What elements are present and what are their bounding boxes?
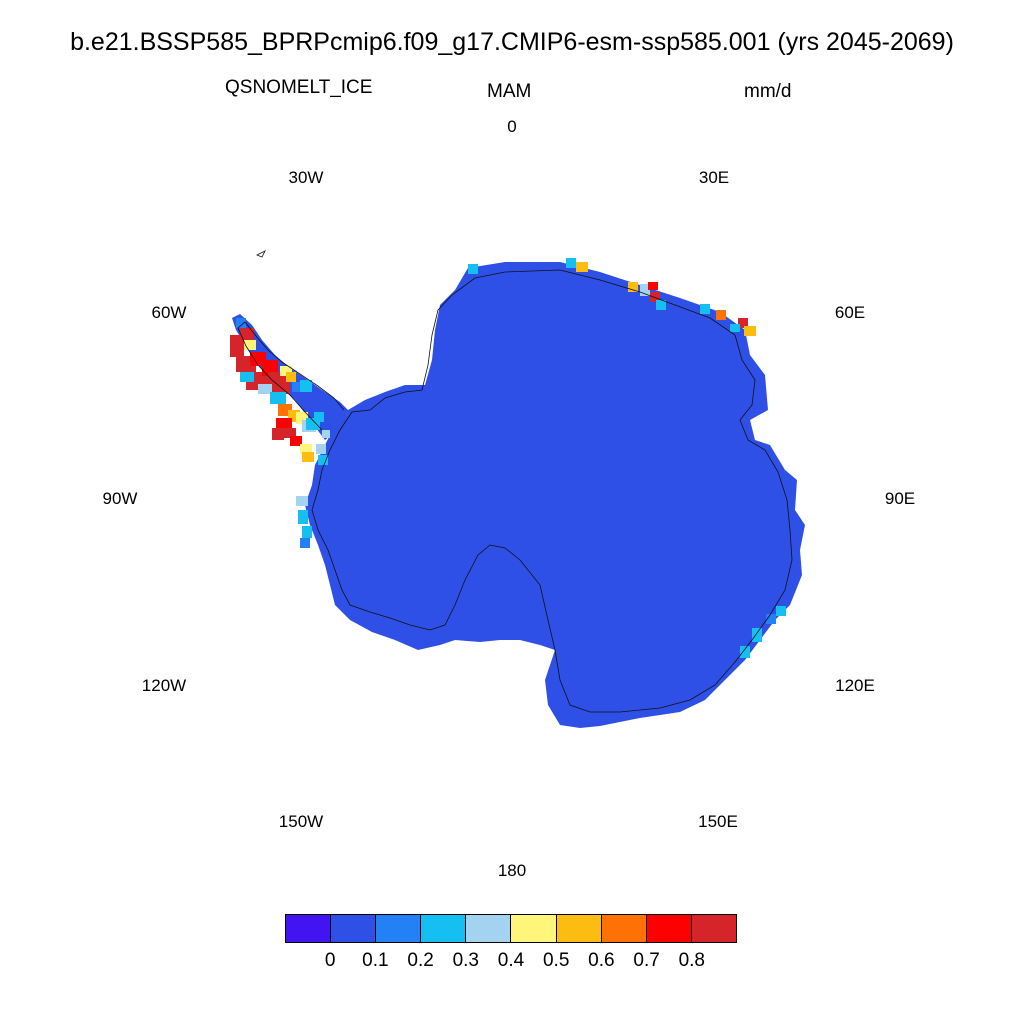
colorbar-label-4: 0.4 (497, 950, 525, 971)
lon-label-30e: 30E (698, 168, 730, 187)
colorbar-swatch-4 (466, 915, 512, 942)
lon-label-60w: 60W (151, 303, 187, 322)
pen-patches-cell-10 (286, 372, 296, 382)
colorbar (285, 914, 737, 943)
colorbar-label-8: 0.8 (678, 950, 706, 971)
coast-patches-cell-12 (776, 606, 786, 616)
colorbar-swatch-6 (556, 915, 602, 942)
pen-patches-cell-24 (300, 444, 312, 454)
pen-patches-cell-31 (296, 496, 308, 506)
pen-patches-cell-12 (258, 384, 272, 394)
variable-label: QSNOMELT_ICE (225, 77, 373, 98)
pen-patches-cell-27 (302, 452, 314, 462)
coast-patches-cell-11 (730, 324, 740, 332)
pen-patches-cell-8 (268, 372, 290, 394)
pen-patches-cell-34 (300, 538, 310, 548)
pen-patches-cell-14 (292, 382, 306, 392)
pen-patches-cell-9 (280, 366, 292, 376)
colorbar-label-3: 0.3 (452, 950, 480, 971)
coast-patches-cell-14 (752, 628, 762, 642)
coast-patches-cell-7 (700, 304, 710, 314)
pen-patches-cell-21 (284, 428, 296, 438)
coastal-melt-patches (468, 258, 786, 658)
colorbar-swatch-8 (646, 915, 692, 942)
colorbar-swatch-7 (601, 915, 647, 942)
plot-title: b.e21.BSSP585_BPRPcmip6.f09_g17.CMIP6-es… (70, 28, 954, 56)
colorbar-label-2: 0.2 (407, 950, 434, 971)
pen-patches-cell-18 (276, 418, 292, 428)
pen-patches-cell-3 (244, 340, 256, 350)
pen-patches-cell-28 (316, 444, 326, 454)
colorbar-swatch-3 (421, 915, 467, 942)
lon-label-60e: 60E (834, 303, 866, 322)
coast-patches-cell-8 (716, 310, 726, 320)
colorbar-swatch-0 (286, 915, 332, 942)
pen-patches-cell-23 (272, 428, 284, 440)
coast-patches-cell-0 (566, 258, 576, 268)
island-outline (256, 250, 266, 258)
peninsula-coastline (237, 321, 345, 431)
pen-patches-cell-0 (236, 318, 246, 328)
coast-patches-cell-16 (468, 264, 478, 274)
lon-label-0: 0 (507, 117, 517, 136)
pen-patches-cell-33 (302, 526, 312, 538)
lon-label-180: 180 (497, 861, 527, 880)
coastline (311, 269, 793, 713)
pen-patches-cell-30 (322, 430, 330, 438)
peninsula-melt-patches (230, 318, 330, 548)
colorbar-swatch-1 (331, 915, 377, 942)
season-label: MAM (487, 81, 532, 102)
coast-patches-cell-5 (650, 292, 660, 302)
lon-label-90e: 90E (884, 489, 916, 508)
pen-patches-cell-32 (298, 510, 308, 524)
colorbar-swatch-2 (376, 915, 422, 942)
coast-patches-cell-1 (576, 262, 588, 272)
lon-label-150e: 150E (698, 812, 738, 831)
coast-patches-cell-4 (648, 282, 658, 290)
antarctica-ice-sheet (305, 262, 805, 728)
coast-patches-cell-2 (628, 282, 638, 292)
coast-patches-cell-13 (766, 614, 776, 624)
pen-patches-cell-11 (240, 372, 254, 382)
colorbar-label-1: 0.1 (362, 950, 389, 971)
colorbar-swatch-5 (511, 915, 557, 942)
lon-label-90w: 90W (102, 489, 138, 508)
colorbar-label-0: 0 (324, 950, 336, 971)
units-label: mm/d (744, 81, 792, 102)
pen-patches-cell-26 (314, 412, 324, 422)
colorbar-label-5: 0.5 (542, 950, 570, 971)
lon-label-150w: 150W (278, 812, 324, 831)
coast-patches-cell-9 (738, 318, 748, 328)
coast-patches-cell-10 (744, 326, 756, 336)
colorbar-swatch-9 (691, 915, 736, 942)
colorbar-label-6: 0.6 (588, 950, 615, 971)
coast-patches-cell-15 (740, 646, 750, 658)
pen-patches-cell-22 (290, 436, 302, 446)
lon-label-120e: 120E (835, 676, 875, 695)
lon-label-30w: 30W (288, 168, 324, 187)
coast-patches-cell-6 (656, 300, 666, 310)
pen-patches-cell-15 (300, 380, 312, 392)
colorbar-label-7: 0.7 (633, 950, 660, 971)
pen-patches-cell-2 (230, 335, 244, 357)
lon-label-120w: 120W (141, 676, 187, 695)
coast-patches-cell-3 (640, 284, 650, 296)
pen-patches-cell-13 (270, 392, 286, 404)
pen-patches-cell-29 (318, 455, 328, 465)
